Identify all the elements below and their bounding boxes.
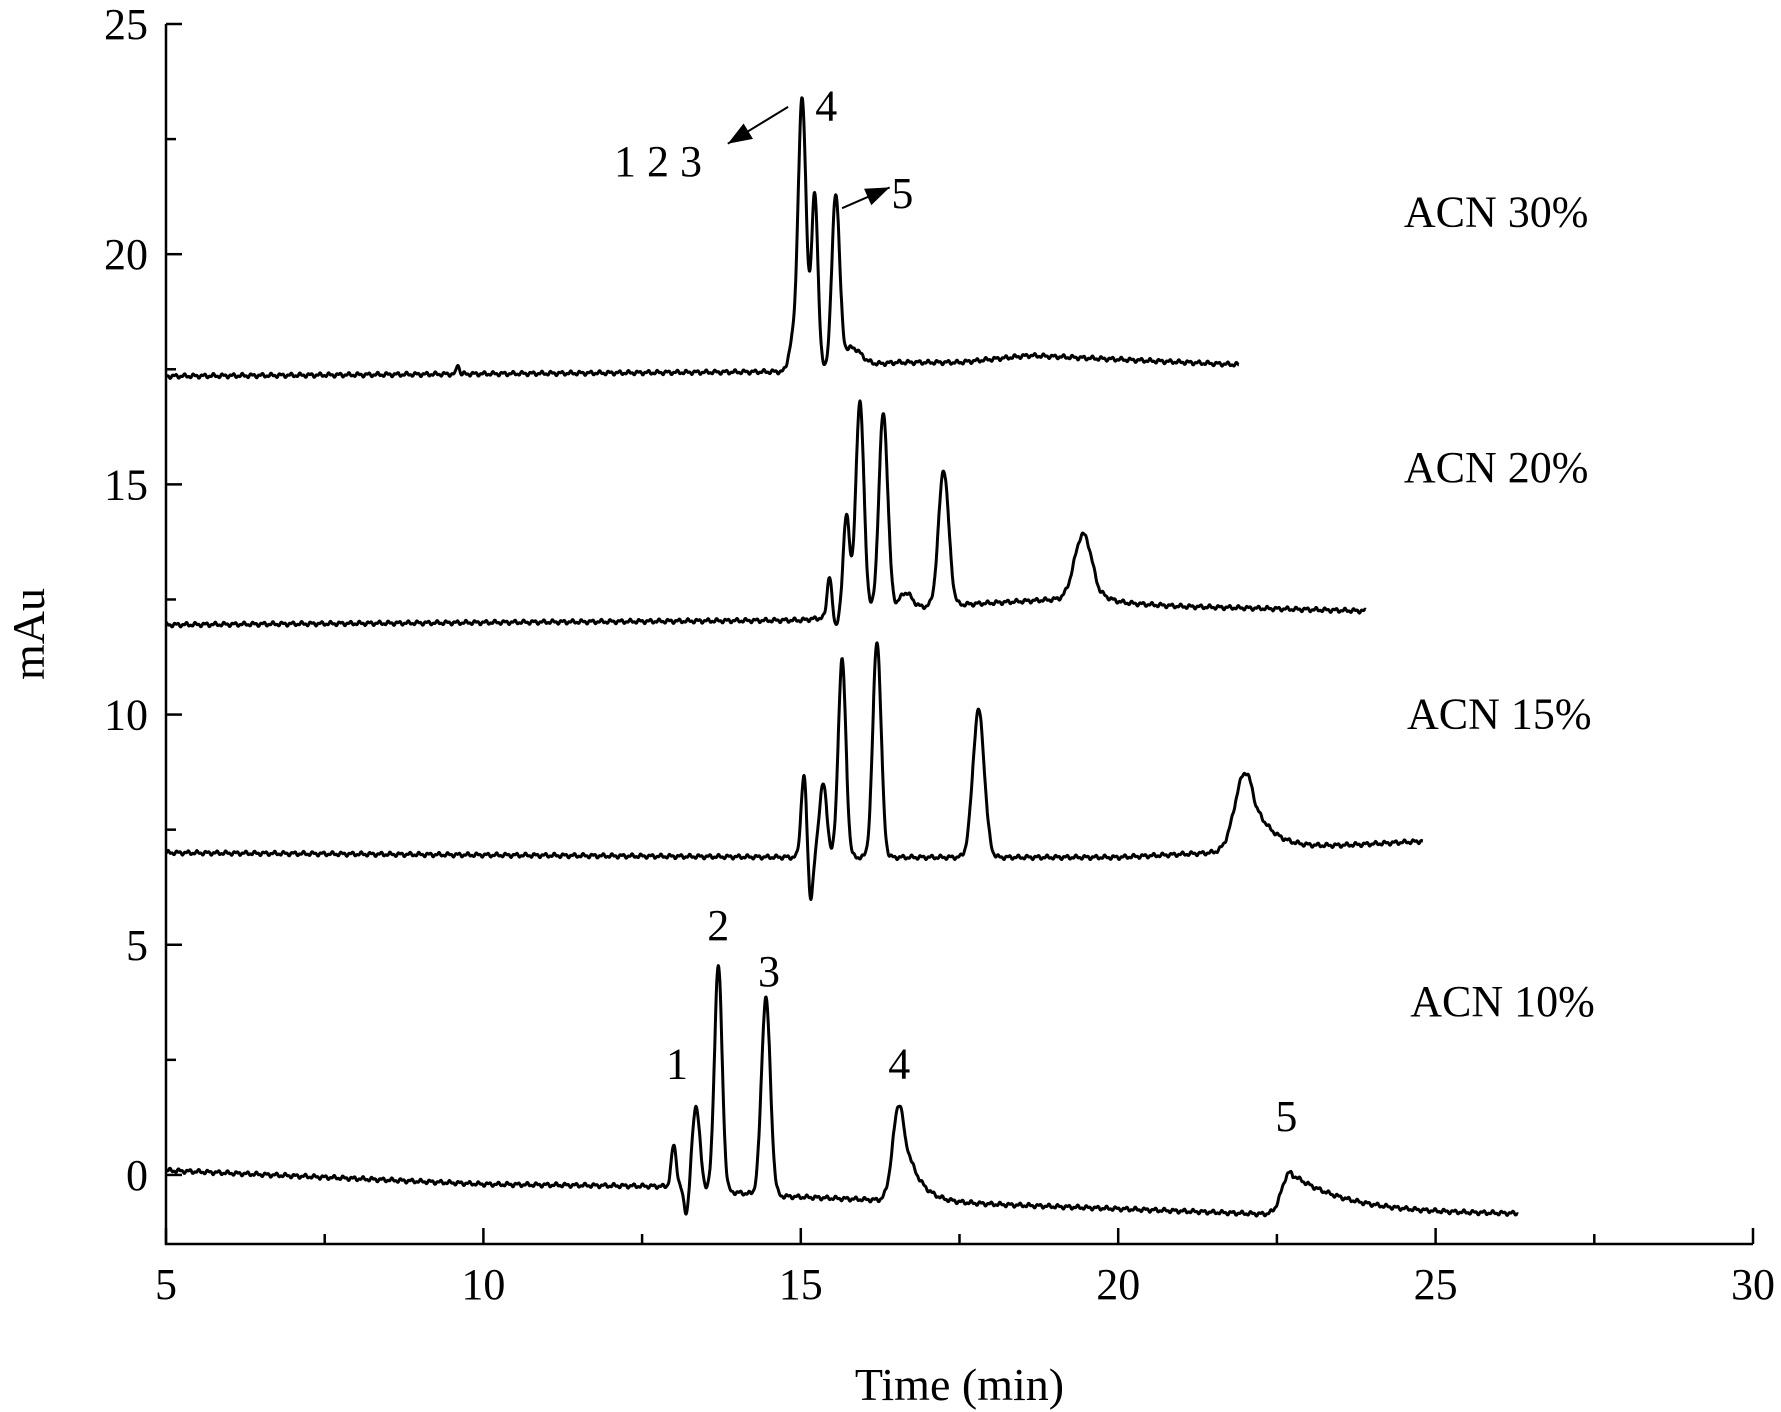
arrow-head bbox=[864, 187, 890, 206]
peak-label: 5 bbox=[891, 169, 913, 218]
series-label: ACN 20% bbox=[1404, 443, 1589, 492]
series-trace-2 bbox=[164, 641, 1424, 901]
peak-label: 4 bbox=[815, 82, 837, 131]
y-tick-label: 15 bbox=[104, 460, 148, 509]
y-tick-label: 20 bbox=[104, 230, 148, 279]
series-trace-4 bbox=[164, 96, 1240, 380]
y-tick-label: 5 bbox=[126, 921, 148, 970]
x-tick-label: 10 bbox=[461, 1260, 505, 1309]
traces bbox=[164, 96, 1520, 1218]
y-tick-label: 10 bbox=[104, 691, 148, 740]
peak-label: 4 bbox=[888, 1039, 910, 1088]
series-trace-1 bbox=[165, 964, 1520, 1218]
x-tick-label: 15 bbox=[779, 1260, 823, 1309]
x-tick-label: 5 bbox=[155, 1260, 177, 1309]
peak-label: 5 bbox=[1275, 1092, 1297, 1141]
peak-label: 3 bbox=[758, 947, 780, 996]
arrow-head bbox=[727, 123, 753, 144]
x-tick-label: 30 bbox=[1731, 1260, 1775, 1309]
series-label: ACN 30% bbox=[1404, 188, 1589, 237]
series-label: ACN 15% bbox=[1407, 689, 1592, 738]
x-axis-title: Time (min) bbox=[855, 1359, 1064, 1410]
series-label: ACN 10% bbox=[1410, 977, 1595, 1026]
x-tick-label: 20 bbox=[1096, 1260, 1140, 1309]
y-tick-label: 25 bbox=[104, 0, 148, 49]
peak-label: 1 bbox=[666, 1039, 688, 1088]
series-trace-3 bbox=[165, 399, 1367, 629]
peak-label: 2 bbox=[707, 901, 729, 950]
y-tick-label: 0 bbox=[126, 1151, 148, 1200]
y-axis-title: mAu bbox=[3, 588, 54, 680]
x-tick-label: 25 bbox=[1414, 1260, 1458, 1309]
peak-label: 1 2 3 bbox=[614, 137, 702, 186]
